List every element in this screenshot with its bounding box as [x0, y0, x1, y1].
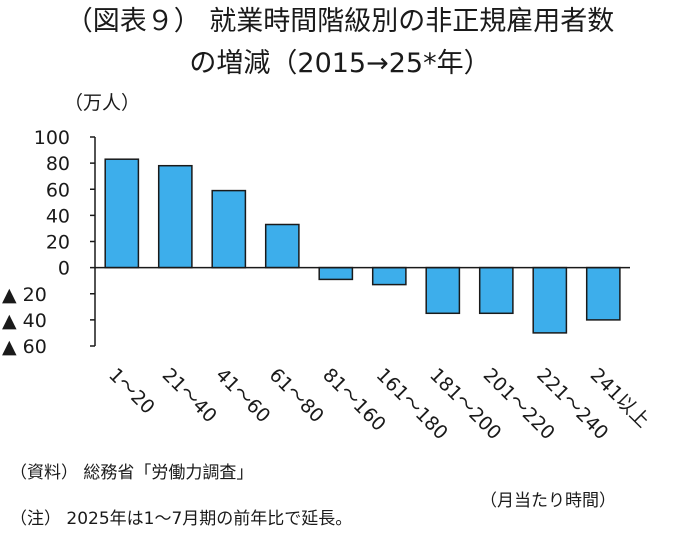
- y-axis-unit-label: （万人）: [64, 92, 141, 114]
- bar-3: [264, 223, 300, 269]
- bar-6: [425, 266, 461, 315]
- y-tick-label-5: 0: [58, 258, 70, 280]
- y-tick-label-0: 100: [34, 127, 70, 149]
- y-tick-label-1: 80: [46, 153, 70, 175]
- bar-0: [104, 158, 140, 269]
- chart-title-line-2: の増減（2015→25*年）: [189, 48, 491, 79]
- bar-4: [318, 266, 354, 281]
- x-tick-label-3: 61～80: [265, 364, 328, 427]
- chart-title-line-1: （図表９） 就業時間階級別の非正規雇用者数: [65, 6, 615, 37]
- bar-7: [478, 266, 514, 315]
- bar-9: [585, 266, 621, 321]
- bar-8: [532, 266, 568, 334]
- y-tick-label-6: ▲ 20: [2, 284, 47, 306]
- x-tick-label-0: 1～20: [104, 364, 159, 419]
- x-tick-label-1: 21～40: [158, 364, 221, 427]
- bar-2: [211, 189, 247, 269]
- bar-1: [157, 164, 193, 269]
- y-tick-label-2: 60: [46, 179, 70, 201]
- footnote: （注） 2025年は1～7月期の前年比で延長。: [10, 509, 353, 529]
- x-axis-unit-label: （月当たり時間）: [480, 491, 616, 511]
- y-tick-label-8: ▲ 60: [2, 336, 47, 358]
- x-tick-label-2: 41～60: [211, 364, 274, 427]
- y-tick-label-3: 40: [46, 205, 70, 227]
- source-note: （資料） 総務省「労働力調査」: [10, 463, 254, 483]
- y-tick-label-7: ▲ 40: [2, 310, 47, 332]
- bar-5: [371, 266, 407, 286]
- y-tick-label-4: 20: [46, 232, 70, 254]
